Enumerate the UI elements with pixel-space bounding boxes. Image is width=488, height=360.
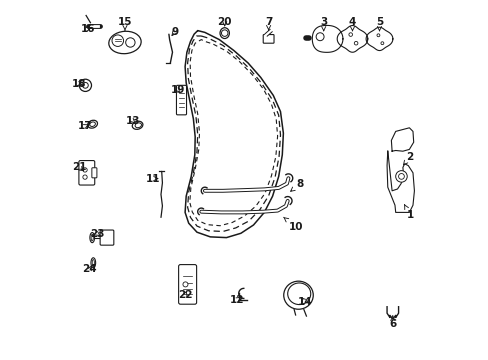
Ellipse shape xyxy=(90,122,95,126)
Ellipse shape xyxy=(90,233,94,243)
Ellipse shape xyxy=(220,28,229,39)
Polygon shape xyxy=(312,26,342,52)
Text: 12: 12 xyxy=(229,294,244,305)
Circle shape xyxy=(79,79,91,91)
Text: 6: 6 xyxy=(388,316,396,329)
Polygon shape xyxy=(366,27,392,50)
Text: 18: 18 xyxy=(72,79,86,89)
Circle shape xyxy=(376,34,379,37)
Text: 8: 8 xyxy=(290,179,304,191)
Text: 11: 11 xyxy=(146,174,161,184)
Text: 3: 3 xyxy=(320,17,326,31)
Circle shape xyxy=(82,175,87,179)
Text: 22: 22 xyxy=(178,290,192,300)
FancyBboxPatch shape xyxy=(176,85,186,115)
Text: 13: 13 xyxy=(125,116,140,126)
Circle shape xyxy=(112,35,123,46)
FancyBboxPatch shape xyxy=(79,161,95,185)
Text: 15: 15 xyxy=(118,17,132,30)
Ellipse shape xyxy=(283,281,313,309)
Text: 4: 4 xyxy=(348,17,355,31)
FancyBboxPatch shape xyxy=(178,265,196,304)
Text: 1: 1 xyxy=(404,205,413,220)
Text: 5: 5 xyxy=(375,17,382,31)
Text: 9: 9 xyxy=(171,27,178,37)
Polygon shape xyxy=(390,128,413,151)
Ellipse shape xyxy=(91,234,93,241)
Ellipse shape xyxy=(287,283,310,305)
Polygon shape xyxy=(386,151,413,212)
Polygon shape xyxy=(337,26,367,52)
Text: 2: 2 xyxy=(403,152,413,165)
Circle shape xyxy=(183,282,187,287)
Ellipse shape xyxy=(135,123,141,128)
Text: 20: 20 xyxy=(217,17,231,27)
Text: 23: 23 xyxy=(90,229,104,239)
Text: 21: 21 xyxy=(72,162,86,172)
Circle shape xyxy=(348,33,352,36)
Circle shape xyxy=(354,41,357,45)
FancyBboxPatch shape xyxy=(92,168,97,178)
Text: 7: 7 xyxy=(264,17,272,30)
Circle shape xyxy=(82,82,88,88)
Circle shape xyxy=(395,171,407,182)
Circle shape xyxy=(398,174,404,179)
Text: 14: 14 xyxy=(297,297,312,307)
Text: 16: 16 xyxy=(81,24,95,34)
Circle shape xyxy=(221,30,227,36)
Ellipse shape xyxy=(91,258,96,268)
Circle shape xyxy=(125,38,135,47)
Ellipse shape xyxy=(87,120,97,128)
Text: 17: 17 xyxy=(78,121,93,131)
Circle shape xyxy=(316,33,324,41)
Circle shape xyxy=(82,168,87,172)
Ellipse shape xyxy=(132,121,142,129)
Circle shape xyxy=(380,42,383,45)
Text: 24: 24 xyxy=(82,264,97,274)
Text: 10: 10 xyxy=(283,217,302,232)
Text: 19: 19 xyxy=(170,85,185,95)
Ellipse shape xyxy=(109,31,141,54)
Ellipse shape xyxy=(92,260,94,266)
FancyBboxPatch shape xyxy=(263,35,273,43)
FancyBboxPatch shape xyxy=(100,230,114,245)
